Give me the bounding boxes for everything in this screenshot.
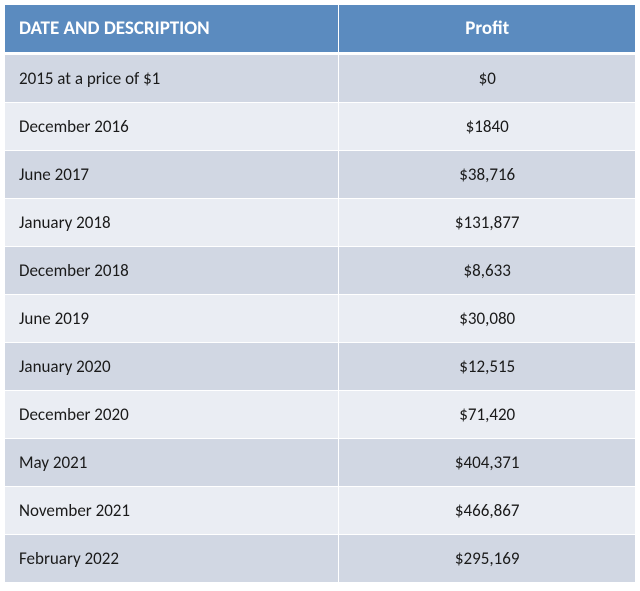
cell-date: June 2019 <box>5 295 339 343</box>
table-row: June 2017 $38,716 <box>5 151 636 199</box>
cell-profit: $8,633 <box>339 247 636 295</box>
table-row: December 2020 $71,420 <box>5 391 636 439</box>
cell-date: 2015 at a price of $1 <box>5 54 339 103</box>
cell-date: December 2020 <box>5 391 339 439</box>
table-row: May 2021 $404,371 <box>5 439 636 487</box>
cell-profit: $404,371 <box>339 439 636 487</box>
table-row: December 2016 $1840 <box>5 103 636 151</box>
table-row: January 2020 $12,515 <box>5 343 636 391</box>
column-header-date: DATE AND DESCRIPTION <box>5 5 339 54</box>
cell-profit: $295,169 <box>339 535 636 583</box>
cell-date: January 2018 <box>5 199 339 247</box>
cell-profit: $38,716 <box>339 151 636 199</box>
cell-date: November 2021 <box>5 487 339 535</box>
table-row: December 2018 $8,633 <box>5 247 636 295</box>
cell-date: December 2018 <box>5 247 339 295</box>
cell-profit: $30,080 <box>339 295 636 343</box>
cell-profit: $71,420 <box>339 391 636 439</box>
table-header-row: DATE AND DESCRIPTION Profit <box>5 5 636 54</box>
cell-date: February 2022 <box>5 535 339 583</box>
cell-profit: $131,877 <box>339 199 636 247</box>
cell-date: May 2021 <box>5 439 339 487</box>
cell-date: June 2017 <box>5 151 339 199</box>
table-row: November 2021 $466,867 <box>5 487 636 535</box>
cell-profit: $0 <box>339 54 636 103</box>
table-row: February 2022 $295,169 <box>5 535 636 583</box>
column-header-profit: Profit <box>339 5 636 54</box>
cell-profit: $466,867 <box>339 487 636 535</box>
profit-table: DATE AND DESCRIPTION Profit 2015 at a pr… <box>4 4 636 583</box>
cell-date: January 2020 <box>5 343 339 391</box>
cell-profit: $12,515 <box>339 343 636 391</box>
table-row: June 2019 $30,080 <box>5 295 636 343</box>
cell-date: December 2016 <box>5 103 339 151</box>
cell-profit: $1840 <box>339 103 636 151</box>
table-row: January 2018 $131,877 <box>5 199 636 247</box>
table-row: 2015 at a price of $1 $0 <box>5 54 636 103</box>
